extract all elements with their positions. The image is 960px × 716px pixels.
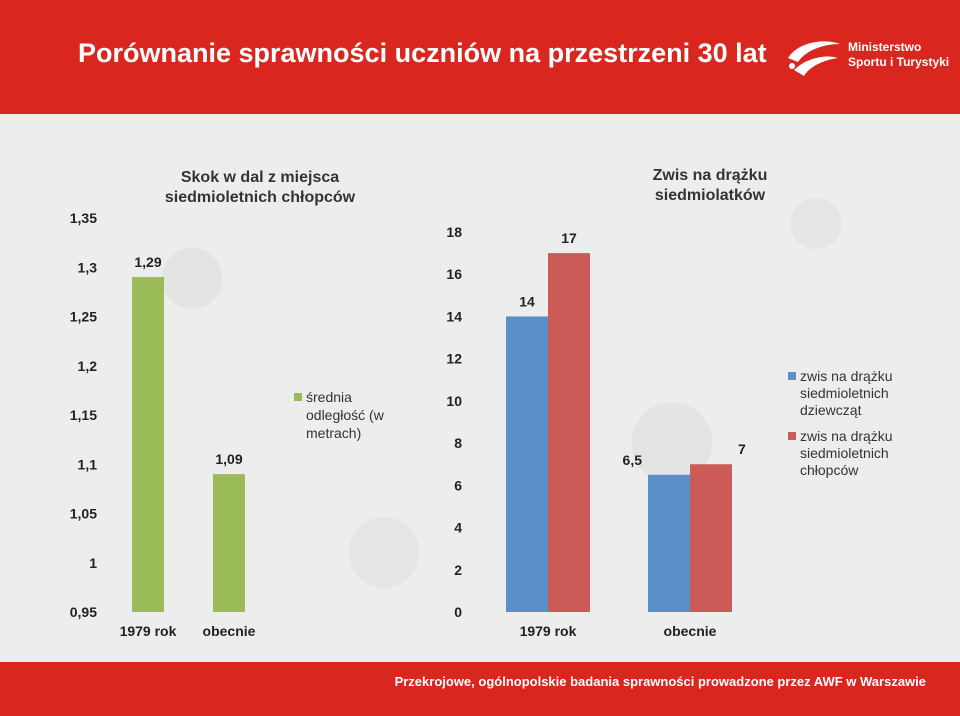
long-jump-data-label: 1,29 xyxy=(134,254,161,270)
long-jump-bar xyxy=(213,474,245,612)
footer-text: Przekrojowe, ogólnopolskie badania spraw… xyxy=(394,674,926,689)
long-jump-legend-label-line: odległość (w xyxy=(306,407,385,423)
hang-y-tick-label: 10 xyxy=(446,393,462,409)
ministry-logo-text: Ministerstwo Sportu i Turystyki xyxy=(848,40,949,70)
long-jump-legend-swatch xyxy=(294,393,302,401)
hang-y-tick-label: 18 xyxy=(446,224,462,240)
long-jump-chart-title-line-2: siedmioletnich chłopców xyxy=(165,189,356,206)
hang-bar xyxy=(506,316,548,612)
header-bar: Porównanie sprawności uczniów na przestr… xyxy=(0,0,960,114)
long-jump-category-label: 1979 rok xyxy=(120,623,177,639)
hang-legend-swatch xyxy=(788,372,796,380)
ministry-logo-line2: Sportu i Turystyki xyxy=(848,55,950,69)
long-jump-y-tick-label: 1,35 xyxy=(70,210,97,226)
hang-y-tick-label: 8 xyxy=(454,435,462,451)
hang-y-tick-label: 14 xyxy=(446,308,462,324)
hang-category-label: obecnie xyxy=(664,623,717,639)
long-jump-y-tick-label: 1,1 xyxy=(78,456,98,472)
hang-legend-label-line: zwis na drążku xyxy=(800,428,893,444)
long-jump-y-tick-label: 0,95 xyxy=(70,604,97,620)
hang-y-tick-label: 12 xyxy=(446,351,462,367)
hang-legend-swatch xyxy=(788,432,796,440)
footer-bar: Przekrojowe, ogólnopolskie badania spraw… xyxy=(0,662,960,716)
long-jump-bar xyxy=(132,277,164,612)
hang-y-tick-label: 2 xyxy=(454,562,462,578)
long-jump-data-label: 1,09 xyxy=(215,451,242,467)
hang-chart-title-line-2: siedmiolatków xyxy=(655,187,766,204)
hang-bar xyxy=(690,464,732,612)
long-jump-legend-label-line: metrach) xyxy=(306,425,361,441)
hang-y-tick-label: 0 xyxy=(454,604,462,620)
hang-legend-label-line: siedmioletnich xyxy=(800,385,889,401)
long-jump-category-label: obecnie xyxy=(203,623,256,639)
hang-y-tick-label: 16 xyxy=(446,266,462,282)
hang-data-label: 6,5 xyxy=(623,452,643,468)
long-jump-y-tick-label: 1,3 xyxy=(78,259,98,275)
hang-data-label: 7 xyxy=(738,441,746,457)
long-jump-legend-label-line: średnia xyxy=(306,389,352,405)
ministry-logo: Ministerstwo Sportu i Turystyki xyxy=(784,36,949,80)
hang-y-tick-label: 4 xyxy=(454,520,462,536)
hang-legend-label-line: dziewcząt xyxy=(800,402,862,418)
hang-bar xyxy=(548,253,590,612)
hang-data-label: 14 xyxy=(519,293,535,309)
hang-bar xyxy=(648,474,690,612)
ministry-logo-line1: Ministerstwo xyxy=(848,40,922,54)
hang-category-label: 1979 rok xyxy=(520,623,577,639)
hang-data-label: 17 xyxy=(561,230,577,246)
long-jump-y-tick-label: 1,15 xyxy=(70,407,97,423)
long-jump-y-tick-label: 1,05 xyxy=(70,506,97,522)
hang-legend-label-line: zwis na drążku xyxy=(800,368,893,384)
hang-legend-label-line: chłopców xyxy=(800,462,859,478)
long-jump-y-tick-label: 1,25 xyxy=(70,309,97,325)
long-jump-chart-title-line-1: Skok w dal z miejsca xyxy=(181,169,339,186)
hang-y-tick-label: 6 xyxy=(454,477,462,493)
hang-chart-title-line-1: Zwis na drążku xyxy=(653,167,768,184)
page-title: Porównanie sprawności uczniów na przestr… xyxy=(78,38,767,68)
hang-legend-label-line: siedmioletnich xyxy=(800,445,889,461)
ministry-logo-icon xyxy=(788,41,840,76)
long-jump-y-tick-label: 1 xyxy=(89,555,97,571)
long-jump-y-tick-label: 1,2 xyxy=(78,358,98,374)
